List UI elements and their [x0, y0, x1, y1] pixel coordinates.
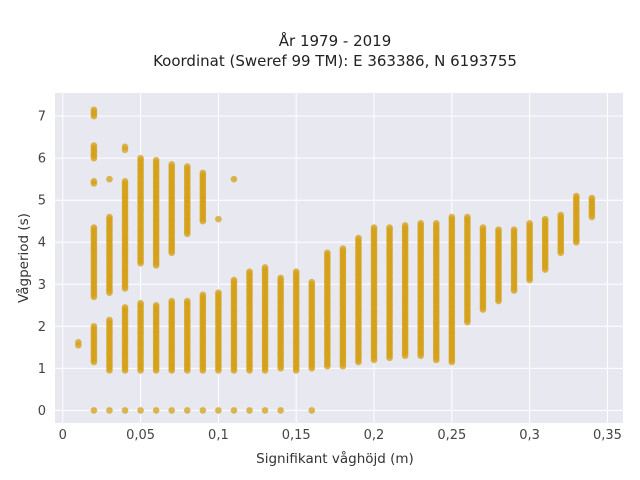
scatter-point [168, 407, 176, 414]
chart-title: År 1979 - 2019 [279, 31, 392, 50]
scatter-point [541, 215, 549, 223]
scatter-point [75, 338, 82, 346]
scatter-point [183, 297, 191, 305]
scatter-point [526, 220, 533, 227]
scatter-point [90, 224, 98, 231]
scatter-point [215, 407, 222, 414]
scatter-point [370, 224, 378, 231]
y-tick-label: 1 [38, 362, 46, 377]
x-tick-label: 0,25 [437, 428, 466, 443]
x-tick-labels: 0 0,05 0,1 0,15 0,2 0,25 0,3 0,35 [59, 428, 622, 443]
y-tick-label: 0 [38, 404, 46, 419]
y-tick-label: 7 [38, 110, 46, 125]
x-tick-label: 0,3 [519, 428, 540, 443]
scatter-point [90, 106, 98, 114]
scatter-point [386, 224, 393, 231]
scatter-point [90, 177, 98, 185]
data-points [75, 106, 596, 414]
scatter-point [277, 407, 284, 414]
x-tick-label: 0,35 [593, 428, 622, 443]
scatter-point [261, 264, 269, 271]
scatter-point [339, 245, 347, 252]
scatter-point [199, 407, 207, 414]
y-tick-label: 4 [38, 236, 46, 251]
x-tick-label: 0,15 [282, 428, 311, 443]
scatter-point [90, 407, 98, 414]
scatter-point [183, 407, 191, 414]
scatter-point [448, 213, 456, 221]
scatter-point [121, 143, 129, 151]
y-tick-label: 6 [38, 152, 46, 167]
chart-subtitle: Koordinat (Sweref 99 TM): E 363386, N 61… [153, 52, 517, 70]
y-tick-labels: 0 1 2 3 4 5 6 7 [38, 110, 46, 419]
y-tick-label: 3 [38, 278, 46, 293]
y-tick-label: 5 [38, 194, 46, 209]
scatter-point [90, 142, 98, 149]
grid-lines [55, 93, 623, 423]
x-tick-label: 0 [59, 428, 67, 443]
scatter-point [495, 226, 502, 233]
scatter-point [106, 407, 113, 414]
scatter-point [152, 301, 160, 309]
scatter-point [479, 224, 487, 231]
x-tick-label: 0,1 [208, 428, 229, 443]
y-axis-label: Vågperiod (s) [15, 213, 32, 303]
scatter-point [215, 215, 222, 223]
scatter-point [464, 213, 471, 221]
scatter-point [292, 268, 300, 275]
scatter-point [152, 156, 160, 164]
scatter-point [137, 154, 144, 162]
scatter-point [230, 276, 238, 284]
scatter-point [355, 234, 362, 242]
scatter-point [261, 407, 269, 414]
scatter-point [246, 268, 253, 275]
scatter-point [121, 177, 129, 185]
scatter-point [432, 220, 440, 227]
scatter-point [324, 249, 331, 257]
scatter-point [168, 161, 176, 168]
scatter-point [308, 278, 316, 286]
scatter-point [137, 407, 144, 414]
scatter-point [510, 226, 518, 233]
scatter-point [90, 323, 98, 330]
scatter-point [199, 291, 207, 299]
x-tick-label: 0,05 [126, 428, 155, 443]
scatter-point [199, 169, 207, 177]
scatter-point [106, 213, 113, 221]
scatter-point [121, 407, 129, 414]
scatter-point [308, 407, 316, 414]
scatter-point [557, 211, 565, 219]
scatter-point [588, 194, 596, 202]
scatter-point [573, 192, 580, 200]
scatter-point [230, 407, 238, 414]
x-axis-label: Signifikant våghöjd (m) [256, 450, 414, 467]
y-tick-label: 2 [38, 320, 46, 335]
scatter-point [106, 316, 113, 324]
scatter-point [168, 297, 176, 305]
scatter-point [106, 175, 113, 183]
scatter-point [401, 222, 409, 229]
scatter-point [230, 175, 238, 183]
scatter-point [152, 407, 160, 414]
scatter-point [137, 299, 144, 307]
scatter-point [183, 163, 191, 170]
scatter-point [277, 274, 284, 282]
x-tick-label: 0,2 [364, 428, 385, 443]
scatter-point [121, 304, 129, 311]
scatter-point [246, 407, 253, 414]
scatter-point [417, 220, 424, 227]
scatter-point [215, 289, 222, 296]
